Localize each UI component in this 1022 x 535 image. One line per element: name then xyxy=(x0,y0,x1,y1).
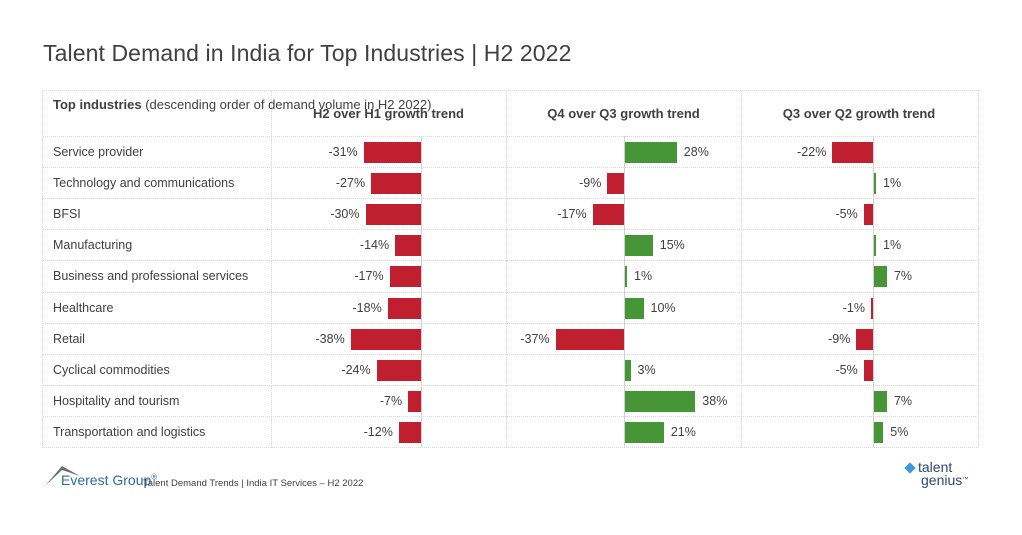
page-title: Talent Demand in India for Top Industrie… xyxy=(43,40,572,66)
bar-h2-h1 xyxy=(398,421,421,443)
bar-h2-h1 xyxy=(387,297,421,319)
value-label: 3% xyxy=(637,362,656,377)
value-label: -27% xyxy=(335,176,366,191)
value-label: -5% xyxy=(835,362,858,377)
bar-q3-q2 xyxy=(874,266,887,288)
industry-label: BFSI xyxy=(53,207,81,222)
bar-h2-h1 xyxy=(365,204,421,226)
value-label: -9% xyxy=(579,176,602,191)
bar-h2-h1 xyxy=(371,173,421,195)
value-label: -14% xyxy=(359,238,390,253)
value-label: -5% xyxy=(835,207,858,222)
header-row: Top industries (descending order of dema… xyxy=(43,91,978,136)
value-label: -17% xyxy=(557,207,587,222)
value-label: -18% xyxy=(352,300,382,315)
table-row: Business and professional services -17% 1%… xyxy=(43,260,978,293)
bar-q3-q2 xyxy=(832,142,873,163)
value-label: 15% xyxy=(659,238,685,253)
value-label: -31% xyxy=(328,145,358,159)
value-label: -24% xyxy=(341,362,371,377)
value-label: -38% xyxy=(315,331,345,346)
bar-q4-q3 xyxy=(607,173,624,195)
table-row: Hospitality and tourism -7% 38% 7% xyxy=(43,384,978,417)
bar-q3-q2 xyxy=(874,421,884,443)
value-label: 21% xyxy=(670,424,696,439)
value-label: -17% xyxy=(354,269,384,284)
bar-q4-q3 xyxy=(625,142,677,163)
value-label: 10% xyxy=(650,300,676,315)
bar-q4-q3 xyxy=(625,297,644,319)
everest-group-brand: Everest Group® xyxy=(61,472,158,488)
diamond-icon xyxy=(904,462,916,474)
bar-h2-h1 xyxy=(376,359,421,381)
zero-axis-h2 xyxy=(421,136,422,447)
bar-q3-q2 xyxy=(863,204,873,226)
header-h2-h1: H2 over H1 growth trend xyxy=(313,106,464,121)
industry-label: Business and professional services xyxy=(53,269,249,284)
bar-q3-q2 xyxy=(871,297,873,319)
bar-h2-h1 xyxy=(395,235,421,257)
bar-q4-q3 xyxy=(625,359,631,381)
industry-label: Technology and communications xyxy=(53,176,235,191)
value-label: 5% xyxy=(890,424,909,439)
bar-q4-q3 xyxy=(592,204,624,226)
header-industries: Top industries (descending order of dema… xyxy=(53,97,432,112)
table-row: Retail -38% -37% -9% xyxy=(43,322,978,355)
table-row: Transportation and logistics -12% 21% 5% xyxy=(43,415,978,448)
industry-label: Retail xyxy=(53,331,85,346)
bar-q3-q2 xyxy=(856,328,873,350)
header-q3-q2: Q3 over Q2 growth trend xyxy=(782,106,936,121)
value-label: 1% xyxy=(634,269,653,284)
table-row: Healthcare -18% 10% -1% xyxy=(43,291,978,324)
table-row: BFSI -30% -17% -5% xyxy=(43,198,978,231)
bar-q4-q3 xyxy=(625,235,653,257)
table-row: Technology and communications -27% -9% 1% xyxy=(43,167,978,200)
bar-q3-q2 xyxy=(874,173,876,195)
bar-q4-q3 xyxy=(555,328,624,350)
industry-label: Healthcare xyxy=(53,300,114,315)
bar-h2-h1 xyxy=(350,328,421,350)
bar-h2-h1 xyxy=(389,266,421,288)
value-label: -7% xyxy=(379,393,403,408)
table-row: Cyclical commodities -24% 3% -5% xyxy=(43,353,978,386)
industry-label: Service provider xyxy=(53,145,144,159)
growth-table: Top industries (descending order of dema… xyxy=(42,90,979,448)
industry-label: Transportation and logistics xyxy=(53,424,206,439)
value-label: 28% xyxy=(683,145,709,159)
bar-h2-h1 xyxy=(408,390,421,412)
value-label: 7% xyxy=(893,393,913,408)
footer-text: Talent Demand Trends | India IT Services… xyxy=(143,478,364,489)
value-label: 38% xyxy=(702,393,728,408)
value-label: -12% xyxy=(363,424,393,439)
talent-genius-logo: talent genius™ xyxy=(904,460,968,487)
header-q4-q3: Q4 over Q3 growth trend xyxy=(547,106,700,121)
bar-q4-q3 xyxy=(625,390,696,412)
table-row: Service provider -31% 28% -22% xyxy=(43,136,978,169)
value-label: -1% xyxy=(842,300,865,315)
bar-q3-q2 xyxy=(874,390,887,412)
value-label: -30% xyxy=(330,207,360,222)
value-label: -9% xyxy=(828,331,851,346)
value-label: -37% xyxy=(520,331,550,346)
bar-q4-q3 xyxy=(625,266,627,288)
value-label: 1% xyxy=(883,238,902,253)
bar-q3-q2 xyxy=(863,359,873,381)
table-row: Manufacturing -14% 15% 1% xyxy=(43,229,978,262)
bar-q4-q3 xyxy=(625,421,664,443)
value-label: -22% xyxy=(797,145,827,159)
zero-axis-q4 xyxy=(624,136,625,447)
zero-axis-q3 xyxy=(873,136,874,447)
value-label: 7% xyxy=(893,269,913,284)
bar-h2-h1 xyxy=(363,142,421,163)
bar-q3-q2 xyxy=(874,235,876,257)
industry-label: Cyclical commodities xyxy=(53,362,170,377)
value-label: 1% xyxy=(883,176,902,191)
everest-logo-icon xyxy=(45,466,80,486)
industry-label: Manufacturing xyxy=(53,238,133,253)
industry-label: Hospitality and tourism xyxy=(53,393,180,408)
